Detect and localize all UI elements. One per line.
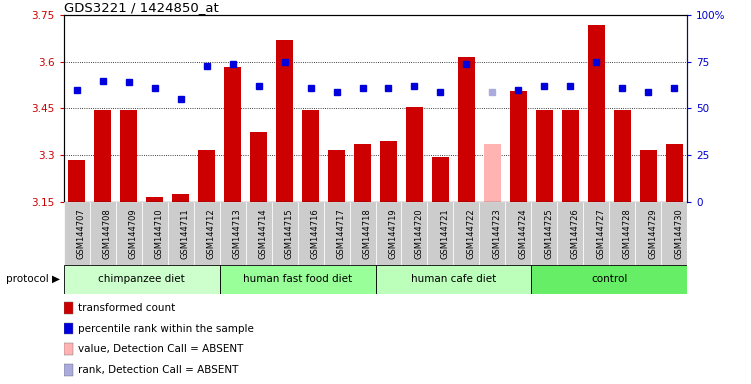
Bar: [297, 202, 324, 265]
Text: GSM144720: GSM144720: [415, 208, 424, 258]
Bar: [90, 202, 116, 265]
Text: value, Detection Call = ABSENT: value, Detection Call = ABSENT: [78, 344, 243, 354]
Text: protocol ▶: protocol ▶: [6, 274, 60, 285]
Text: chimpanzee diet: chimpanzee diet: [98, 274, 185, 285]
Bar: [609, 202, 635, 265]
Bar: [458, 57, 475, 202]
Bar: [614, 110, 631, 202]
Text: GSM144708: GSM144708: [103, 208, 112, 259]
Bar: [354, 144, 371, 202]
Bar: [172, 194, 189, 202]
Bar: [120, 110, 137, 202]
Bar: [584, 202, 609, 265]
Bar: [328, 151, 345, 202]
Bar: [64, 302, 74, 314]
Text: human cafe diet: human cafe diet: [411, 274, 496, 285]
Bar: [406, 107, 423, 202]
Bar: [276, 40, 293, 202]
Text: GSM144728: GSM144728: [623, 208, 632, 259]
Bar: [194, 202, 220, 265]
Bar: [167, 202, 194, 265]
Bar: [64, 202, 90, 265]
Bar: [349, 202, 376, 265]
Bar: [95, 110, 111, 202]
Bar: [116, 202, 142, 265]
Text: control: control: [591, 274, 627, 285]
Bar: [64, 265, 220, 294]
Bar: [198, 151, 215, 202]
Bar: [427, 202, 454, 265]
Text: human fast food diet: human fast food diet: [243, 274, 352, 285]
Text: GSM144723: GSM144723: [493, 208, 502, 259]
Bar: [665, 144, 683, 202]
Text: GSM144717: GSM144717: [336, 208, 345, 259]
Bar: [64, 323, 74, 334]
Bar: [505, 202, 532, 265]
Text: GSM144707: GSM144707: [77, 208, 86, 259]
Bar: [250, 132, 267, 202]
Bar: [64, 364, 74, 376]
Text: GSM144730: GSM144730: [674, 208, 683, 259]
Bar: [640, 151, 656, 202]
Text: GSM144711: GSM144711: [181, 208, 190, 258]
Bar: [376, 265, 532, 294]
Text: GSM144727: GSM144727: [596, 208, 605, 259]
Bar: [557, 202, 584, 265]
Text: GSM144724: GSM144724: [518, 208, 527, 258]
Bar: [479, 202, 505, 265]
Text: GSM144725: GSM144725: [544, 208, 553, 258]
Bar: [64, 343, 74, 355]
Text: GSM144713: GSM144713: [233, 208, 242, 259]
Bar: [302, 110, 319, 202]
Bar: [376, 202, 402, 265]
Text: GSM144714: GSM144714: [258, 208, 267, 258]
Text: transformed count: transformed count: [78, 303, 175, 313]
Bar: [146, 197, 163, 202]
Text: GSM144719: GSM144719: [388, 208, 397, 258]
Bar: [454, 202, 479, 265]
Bar: [272, 202, 297, 265]
Bar: [324, 202, 349, 265]
Text: GDS3221 / 1424850_at: GDS3221 / 1424850_at: [64, 1, 219, 14]
Bar: [562, 110, 579, 202]
Text: GSM144721: GSM144721: [440, 208, 449, 258]
Text: GSM144709: GSM144709: [128, 208, 137, 258]
Text: GSM144729: GSM144729: [648, 208, 657, 258]
Bar: [510, 91, 526, 202]
Text: GSM144712: GSM144712: [207, 208, 216, 258]
Bar: [380, 141, 397, 202]
Bar: [484, 144, 501, 202]
Bar: [220, 265, 376, 294]
Text: GSM144715: GSM144715: [285, 208, 294, 258]
Bar: [246, 202, 272, 265]
Bar: [402, 202, 427, 265]
Text: GSM144718: GSM144718: [363, 208, 372, 259]
Text: GSM144716: GSM144716: [311, 208, 320, 259]
Bar: [68, 160, 86, 202]
Text: rank, Detection Call = ABSENT: rank, Detection Call = ABSENT: [78, 365, 238, 375]
Bar: [532, 265, 687, 294]
Text: GSM144722: GSM144722: [466, 208, 475, 258]
Bar: [661, 202, 687, 265]
Bar: [536, 110, 553, 202]
Text: GSM144710: GSM144710: [155, 208, 164, 258]
Bar: [220, 202, 246, 265]
Bar: [225, 66, 241, 202]
Bar: [142, 202, 167, 265]
Bar: [432, 157, 449, 202]
Bar: [532, 202, 557, 265]
Text: GSM144726: GSM144726: [570, 208, 579, 259]
Bar: [635, 202, 661, 265]
Bar: [588, 25, 605, 202]
Text: percentile rank within the sample: percentile rank within the sample: [78, 324, 254, 334]
